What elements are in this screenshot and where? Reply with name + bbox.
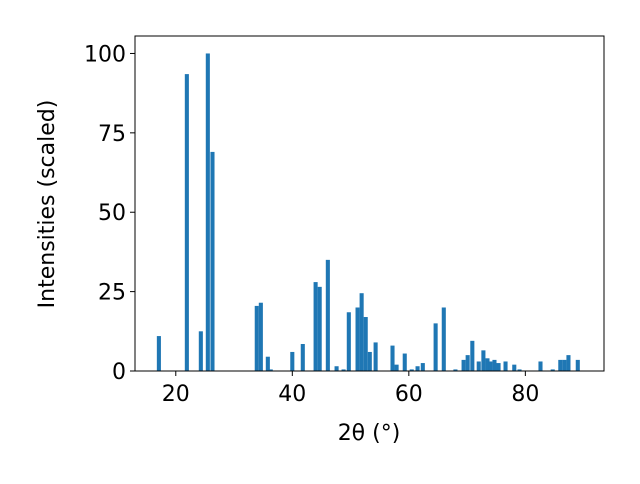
bar [254,305,259,371]
x-axis-label: 2θ (°) [338,421,401,446]
x-tick-label: 60 [395,382,423,407]
bar [268,369,273,371]
bar [325,259,330,371]
bar [290,351,295,371]
bar [496,363,501,371]
bar [265,356,270,371]
bar [184,74,189,372]
bar [359,293,364,371]
bar [481,350,486,371]
bar [394,364,399,371]
bar [485,358,490,371]
bar [517,369,522,371]
bar [341,369,346,371]
y-tick-label: 100 [84,42,126,67]
bar [465,355,470,371]
plot-frame [134,35,605,372]
bar [258,302,263,371]
bar [210,151,215,371]
bar [558,359,563,371]
bar [409,369,414,371]
bar [355,307,360,371]
bar [512,364,517,371]
bar [575,359,580,371]
y-tick-label: 0 [112,360,126,385]
bar [317,286,322,371]
bar [470,340,475,371]
x-tick-label: 40 [278,382,306,407]
bar [441,307,446,371]
x-tick-label: 80 [511,382,539,407]
bar [363,317,368,371]
bar [367,351,372,371]
bar [390,345,395,371]
y-tick-label: 75 [98,122,126,147]
bar [492,359,497,371]
bar [453,369,458,371]
bar [198,331,203,371]
bar [402,353,407,371]
bar [461,359,466,371]
bar [346,312,351,371]
y-axis-label: Intensities (scaled) [35,100,60,309]
bar [156,336,161,371]
bar [538,361,543,371]
bar [334,366,339,371]
x-tick-label: 20 [162,382,190,407]
bar [503,361,508,371]
bar [550,369,555,371]
bar [205,53,210,372]
bar [300,344,305,371]
bar [420,363,425,371]
bar [415,366,420,371]
bar [433,323,438,371]
bar [488,361,493,371]
bar [562,359,567,371]
y-tick-label: 50 [98,201,126,226]
bar [476,361,481,371]
y-tick-label: 25 [98,281,126,306]
bar [566,355,571,371]
bar [313,282,318,371]
bar [373,342,378,371]
